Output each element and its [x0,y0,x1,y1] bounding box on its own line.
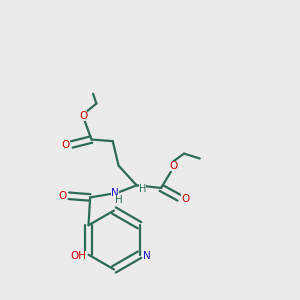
Text: H: H [139,184,146,194]
Text: O: O [59,191,67,201]
Text: O: O [79,111,87,121]
Text: O: O [181,194,189,204]
Text: N: N [143,251,151,261]
Text: H: H [115,195,123,205]
Text: O: O [169,161,178,171]
Text: N: N [111,188,119,197]
Text: OH: OH [71,251,87,261]
Text: O: O [62,140,70,150]
